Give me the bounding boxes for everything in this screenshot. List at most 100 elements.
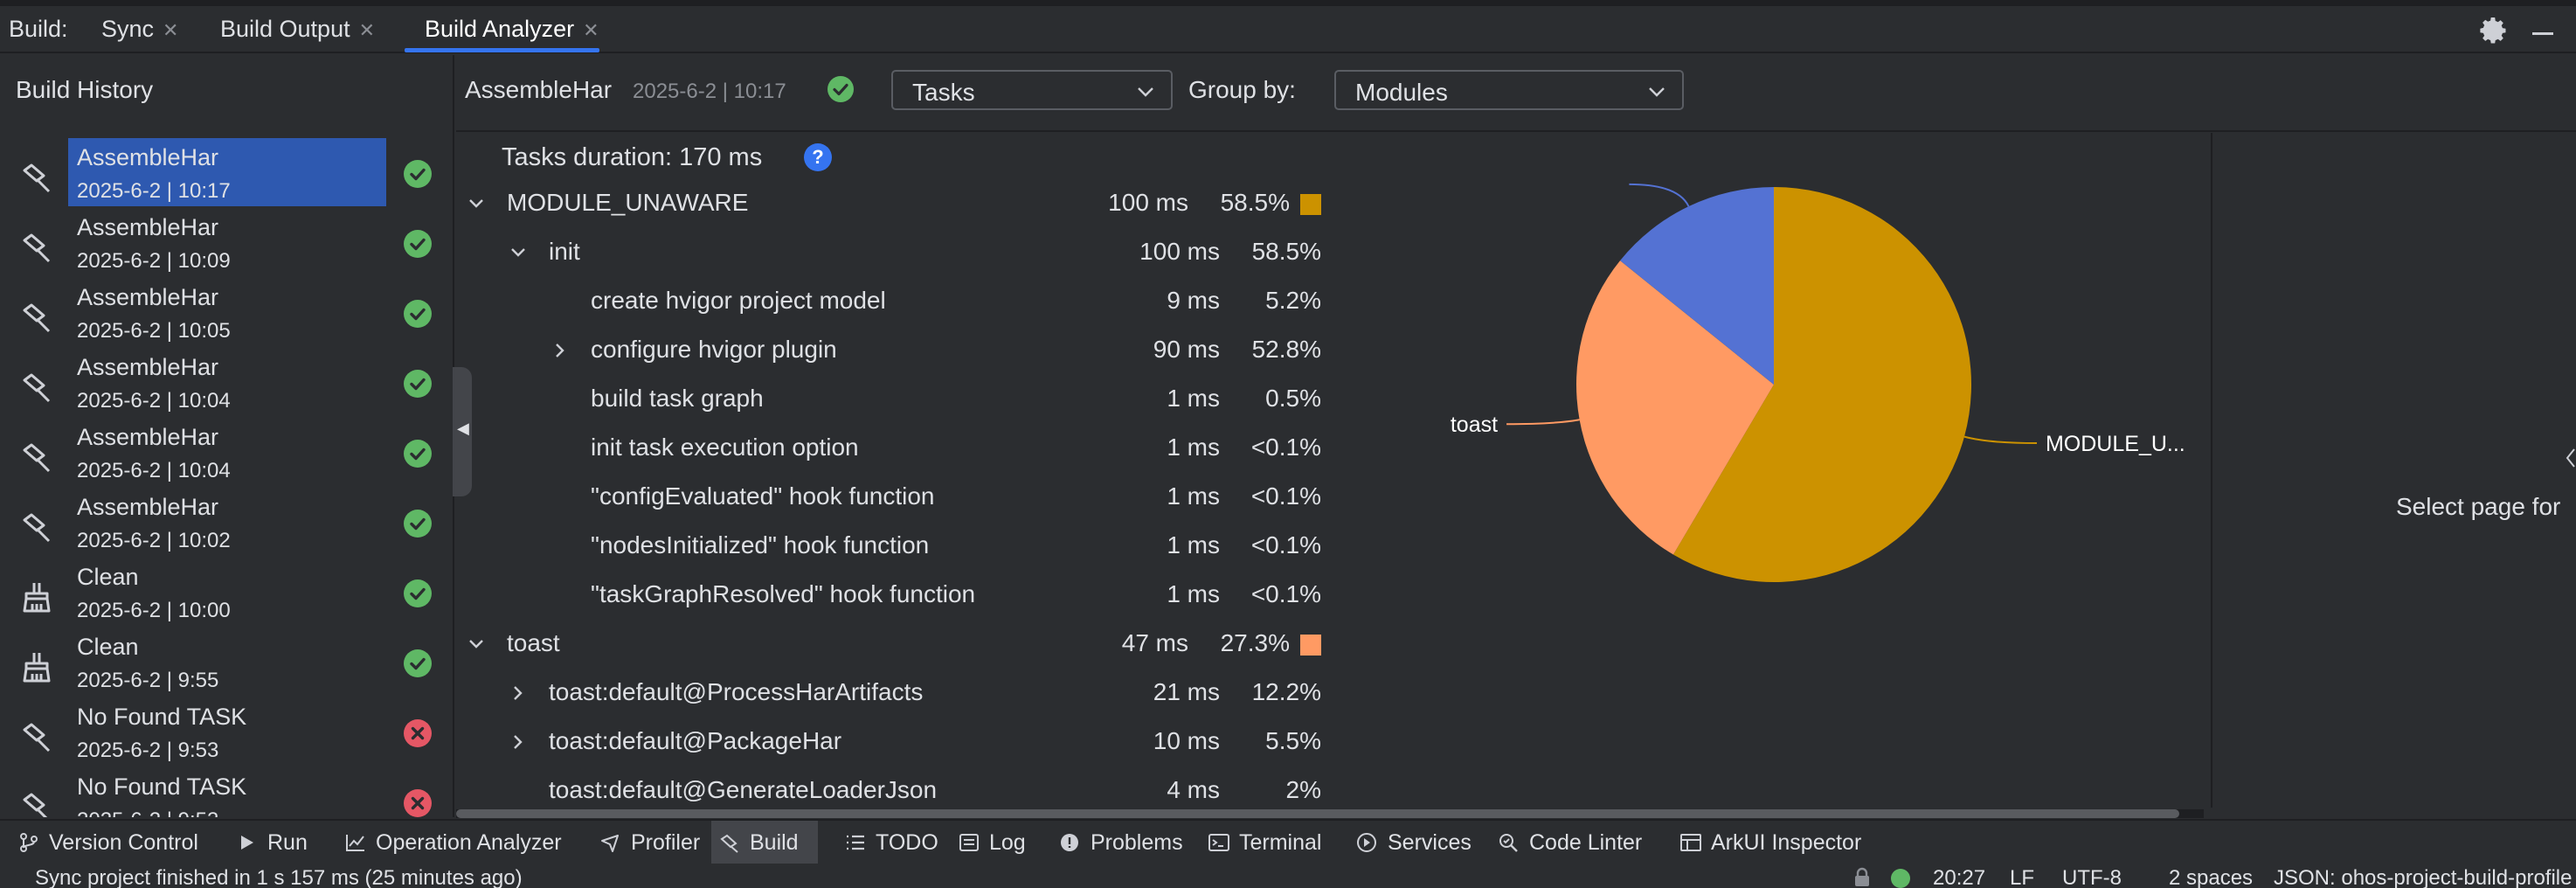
- tree-row[interactable]: configure hvigor plugin 90 ms 52.8%: [456, 329, 1339, 378]
- caret-position[interactable]: 20:27: [1933, 866, 1986, 888]
- line-separator[interactable]: LF: [2010, 866, 2035, 888]
- tree-row[interactable]: build task graph 1 ms 0.5%: [456, 378, 1339, 427]
- horizontal-scrollbar[interactable]: [456, 809, 2204, 818]
- history-item[interactable]: Clean 2025-6-2 | 9:55: [0, 634, 453, 704]
- history-item-name: AssembleHar: [77, 494, 219, 520]
- close-icon[interactable]: ✕: [583, 19, 599, 41]
- tree-row[interactable]: init 100 ms 58.5%: [456, 231, 1339, 280]
- services-icon: [1357, 833, 1376, 852]
- task-percentage: 27.3%: [1220, 629, 1290, 656]
- history-item[interactable]: AssembleHar 2025-6-2 | 10:04: [0, 424, 453, 494]
- history-item-time: 2025-6-2 | 9:53: [77, 739, 219, 762]
- task-percentage: 5.2%: [1265, 287, 1321, 314]
- task-name: create hvigor project model: [591, 287, 886, 314]
- minimize-icon[interactable]: [2532, 32, 2553, 35]
- tree-row[interactable]: MODULE_UNAWARE 100 ms 58.5%: [456, 182, 1339, 231]
- task-percentage: 2%: [1285, 776, 1321, 803]
- success-icon: [404, 160, 432, 188]
- chevron-down-icon: [1138, 87, 1153, 97]
- toolwindow-build[interactable]: Build: [711, 821, 818, 864]
- history-item[interactable]: Clean 2025-6-2 | 10:00: [0, 564, 453, 634]
- tree-row[interactable]: "configEvaluated" hook function 1 ms <0.1%: [456, 475, 1339, 524]
- history-item-time: 2025-6-2 | 10:00: [77, 599, 231, 622]
- pie-slice[interactable]: [1620, 187, 1774, 385]
- task-name: toast:default@PackageHar: [549, 727, 842, 754]
- task-name: build task graph: [591, 385, 764, 412]
- collapse-sidebar-handle[interactable]: ◀: [453, 367, 472, 496]
- close-icon[interactable]: ✕: [358, 19, 376, 41]
- history-item-name: AssembleHar: [77, 354, 219, 380]
- history-item[interactable]: AssembleHar 2025-6-2 | 10:05: [0, 284, 453, 354]
- task-duration: 1 ms: [1167, 531, 1220, 558]
- history-item-name: AssembleHar: [77, 144, 219, 170]
- history-item-time: 2025-6-2 | 9:53: [77, 808, 218, 817]
- task-duration-tree: Tasks duration: 170 ms ? MODULE_UNAWARE 1…: [456, 133, 1339, 810]
- tree-row[interactable]: init task execution option 1 ms <0.1%: [456, 427, 1339, 475]
- task-duration: 9 ms: [1167, 287, 1220, 314]
- pie-leader-line: [1506, 419, 1580, 426]
- pie-leader-line: [1963, 435, 2037, 445]
- tree-row[interactable]: toast:default@PackageHar 10 ms 5.5%: [456, 720, 1339, 769]
- toolwindow-label: Version Control: [49, 830, 198, 855]
- task-duration: 1 ms: [1167, 434, 1220, 461]
- pie-leader-line: [1629, 183, 1690, 207]
- chevron-down-icon[interactable]: [509, 243, 528, 262]
- chevron-right-icon[interactable]: [551, 341, 570, 360]
- task-duration: 100 ms: [1139, 238, 1220, 265]
- group-by-dropdown[interactable]: Modules: [1334, 70, 1684, 110]
- json-schema[interactable]: JSON: ohos-project-build-profile: [2274, 866, 2573, 888]
- task-duration: 1 ms: [1167, 482, 1220, 510]
- tree-row[interactable]: toast:default@ProcessHarArtifacts 21 ms 12…: [456, 671, 1339, 720]
- task-name: configure hvigor plugin: [591, 336, 837, 363]
- status-message: Sync project finished in 1 s 157 ms (25 …: [35, 866, 523, 888]
- close-icon[interactable]: ✕: [163, 19, 179, 41]
- chevron-right-icon[interactable]: [509, 732, 528, 752]
- title-strip: [0, 0, 2576, 6]
- tab-build-output[interactable]: Build Output ✕: [220, 16, 376, 42]
- active-tab-indicator: [405, 48, 599, 52]
- tool-window-tabbar: Build: Sync ✕ Build Output ✕ Build Analyze…: [0, 6, 2576, 53]
- pie-slice[interactable]: [1672, 187, 1971, 582]
- history-item-name: Clean: [77, 634, 139, 660]
- chevron-right-icon[interactable]: [509, 683, 528, 703]
- task-percentage: <0.1%: [1250, 434, 1321, 461]
- chevron-left-icon[interactable]: [2564, 423, 2576, 493]
- history-item-time: 2025-6-2 | 10:09: [77, 249, 231, 273]
- indent-setting[interactable]: 2 spaces: [2169, 866, 2254, 888]
- task-percentage: 12.2%: [1251, 678, 1321, 705]
- task-percentage: 5.5%: [1265, 727, 1321, 754]
- tree-row[interactable]: "taskGraphResolved" hook function 1 ms <0.…: [456, 573, 1339, 622]
- history-item[interactable]: No Found TASK 2025-6-2 | 9:53: [0, 774, 453, 817]
- pie-slice[interactable]: [1576, 260, 1774, 555]
- tab-sync[interactable]: Sync ✕: [101, 16, 179, 42]
- lock-icon[interactable]: [1851, 867, 1873, 888]
- history-item[interactable]: AssembleHar 2025-6-2 | 10:09: [0, 214, 453, 284]
- tab-build-analyzer[interactable]: Build Analyzer ✕: [425, 16, 599, 42]
- tree-row[interactable]: create hvigor project model 9 ms 5.2%: [456, 280, 1339, 329]
- tree-row[interactable]: toast 47 ms 27.3%: [456, 622, 1339, 671]
- hammer-icon: [19, 370, 54, 405]
- task-duration: 21 ms: [1153, 678, 1220, 705]
- tree-row[interactable]: "nodesInitialized" hook function 1 ms <0.1…: [456, 524, 1339, 573]
- status-indicator-icon[interactable]: [1891, 869, 1910, 888]
- scrollbar-thumb[interactable]: [456, 809, 2179, 818]
- history-item[interactable]: AssembleHar 2025-6-2 | 10:17: [0, 138, 453, 214]
- duration-pie-chart: MODULE_U... toast: [1354, 133, 2211, 808]
- view-dropdown[interactable]: Tasks: [891, 70, 1173, 110]
- chevron-down-icon[interactable]: [467, 635, 486, 654]
- history-item[interactable]: AssembleHar 2025-6-2 | 10:02: [0, 494, 453, 564]
- tree-row[interactable]: toast:default@GenerateLoaderJson 4 ms 2%: [456, 769, 1339, 810]
- task-percentage: 0.5%: [1265, 385, 1321, 412]
- hammer-icon: [720, 834, 738, 853]
- file-encoding[interactable]: UTF-8: [2062, 866, 2122, 888]
- group-by-value: Modules: [1355, 79, 1448, 106]
- chevron-down-icon[interactable]: [467, 194, 486, 213]
- gear-icon[interactable]: [2478, 15, 2510, 46]
- history-item[interactable]: AssembleHar 2025-6-2 | 10:04: [0, 354, 453, 424]
- terminal-icon: [1208, 834, 1229, 851]
- history-item[interactable]: No Found TASK 2025-6-2 | 9:53: [0, 704, 453, 774]
- help-icon[interactable]: ?: [804, 143, 832, 171]
- build-label: Build:: [9, 16, 68, 42]
- build-time: 2025-6-2 | 10:17: [633, 80, 786, 103]
- build-history-panel: Build History AssembleHar 2025-6-2 | 10:1…: [0, 55, 454, 817]
